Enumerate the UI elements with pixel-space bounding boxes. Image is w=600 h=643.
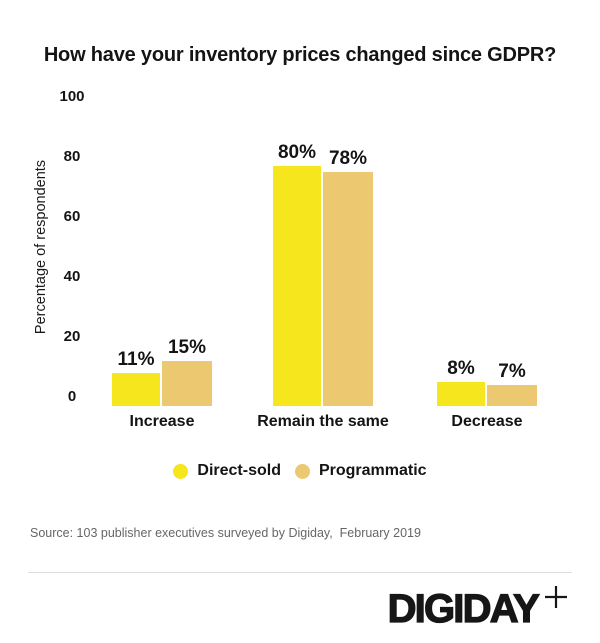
bar-value-label-programmatic-remain-the-same: 78% — [328, 148, 368, 169]
bar-value-label-direct-sold-increase: 11% — [117, 349, 155, 370]
x-category-label-decrease: Decrease — [451, 413, 523, 430]
bar-value-label-direct-sold-remain-the-same: 80% — [277, 142, 317, 163]
bar-value-label-direct-sold-decrease: 8% — [447, 358, 475, 379]
y-tick-label-0: 0 — [67, 388, 77, 405]
chart-title: How have your inventory prices changed s… — [43, 44, 557, 67]
digiday-logo: DIGIDAY — [387, 587, 541, 631]
legend: Direct-sold Programmatic — [0, 459, 600, 483]
y-tick-label-40: 40 — [63, 268, 81, 285]
source-note: Source: 103 publisher executives surveye… — [30, 526, 421, 540]
bar-programmatic-increase — [162, 361, 212, 406]
bar-direct-sold-remain-the-same — [273, 166, 321, 406]
bar-programmatic-remain-the-same — [323, 172, 373, 406]
x-category-label-increase: Increase — [129, 413, 195, 430]
bar-value-label-programmatic-decrease: 7% — [498, 361, 526, 382]
bar-programmatic-decrease — [487, 385, 537, 406]
direct-sold-swatch-icon — [173, 463, 189, 479]
bar-direct-sold-increase — [112, 373, 160, 406]
x-category-label-remain-the-same: Remain the same — [257, 413, 389, 430]
y-tick-label-60: 60 — [63, 208, 81, 225]
footer-divider — [28, 572, 572, 573]
y-tick-label-20: 20 — [63, 328, 81, 345]
legend-item-direct-sold: Direct-sold — [173, 462, 281, 480]
programmatic-swatch-icon — [294, 463, 310, 479]
bar-value-label-programmatic-increase: 15% — [167, 337, 207, 358]
legend-label-direct-sold: Direct-sold — [197, 462, 281, 479]
legend-item-programmatic: Programmatic — [294, 462, 427, 480]
y-tick-label-100: 100 — [59, 88, 85, 105]
plus-icon — [545, 586, 567, 608]
bar-direct-sold-decrease — [437, 382, 485, 406]
y-tick-label-80: 80 — [63, 148, 81, 165]
legend-label-programmatic: Programmatic — [318, 462, 427, 479]
